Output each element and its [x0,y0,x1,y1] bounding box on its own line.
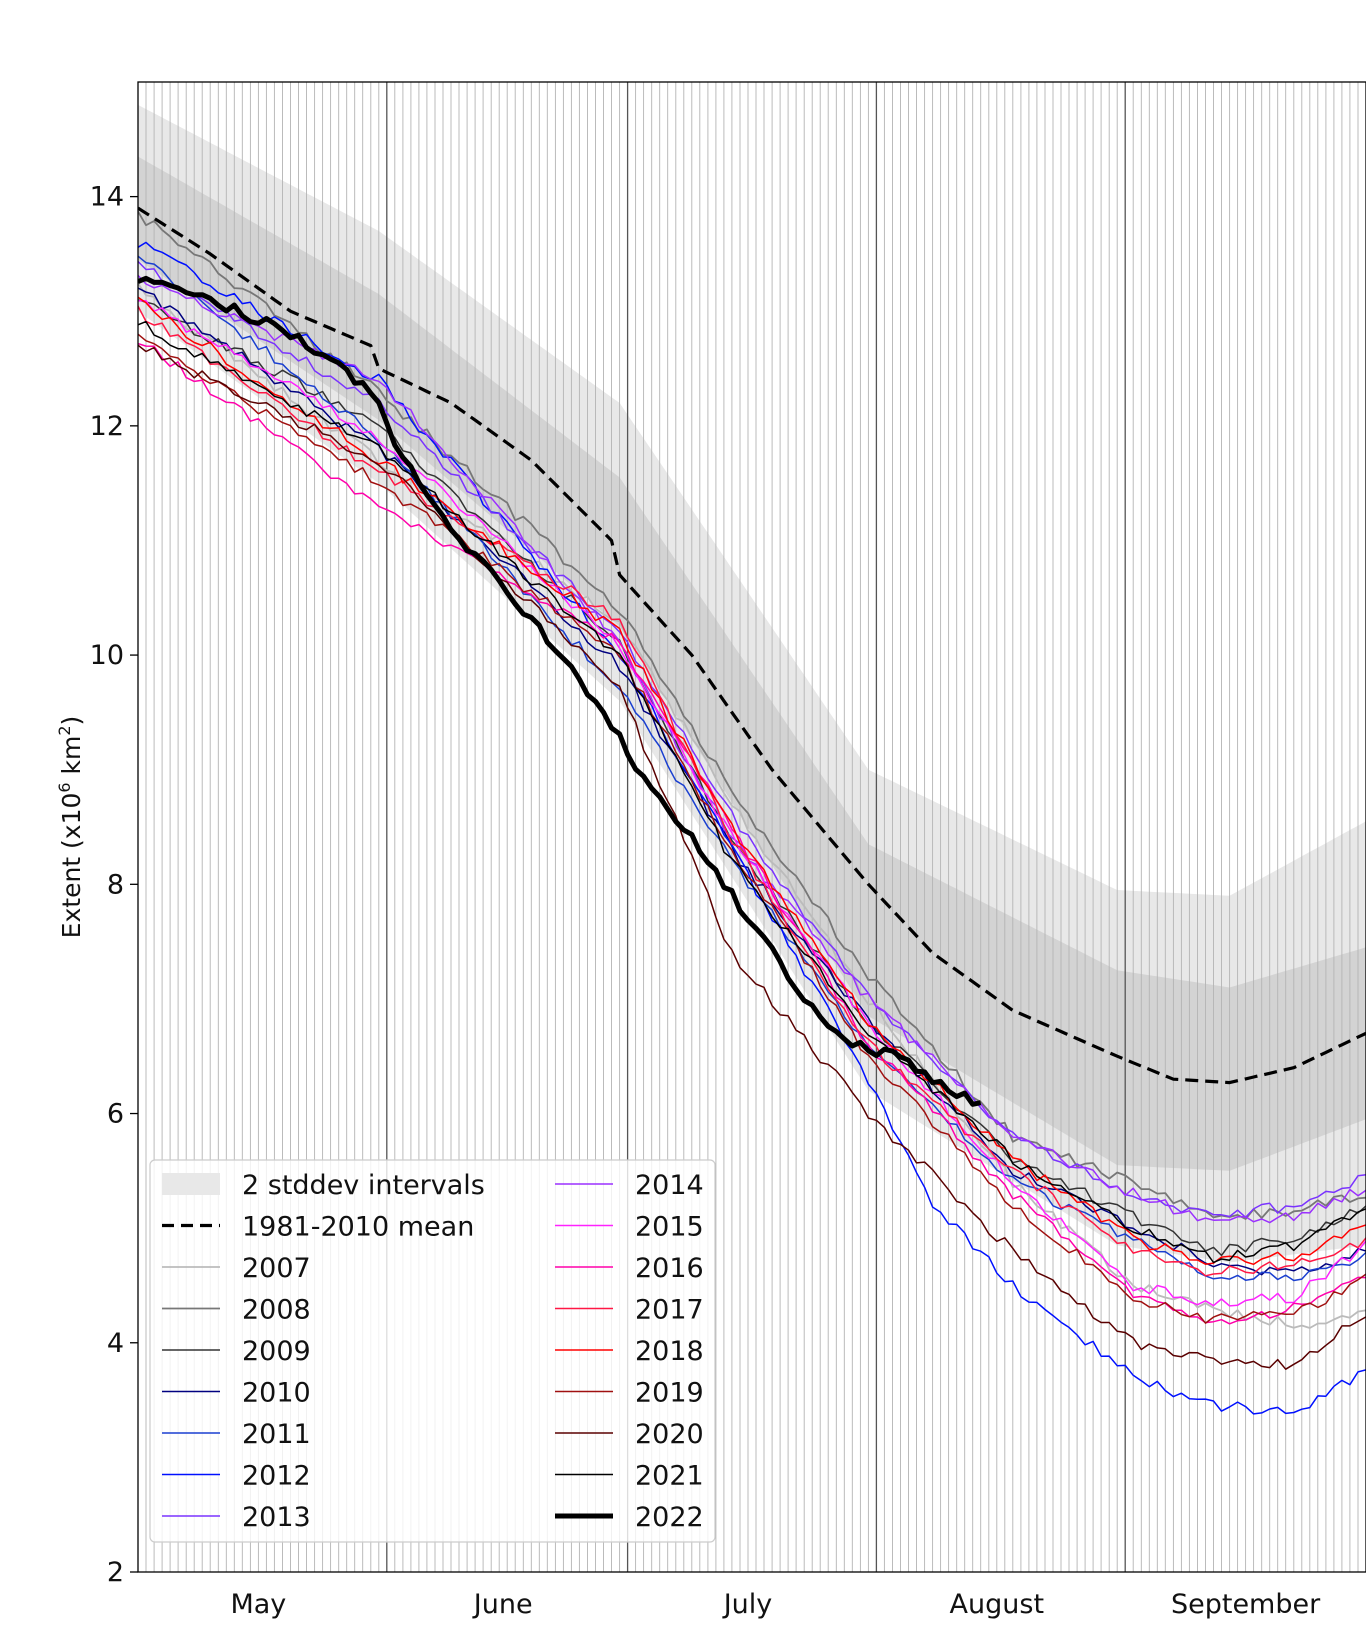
series-line-1981-2010 mean [138,206,1366,1085]
legend-label: 2010 [242,1378,311,1409]
y-tick-label: 8 [107,869,124,900]
y-tick-label: 14 [90,182,124,213]
legend-label: 2012 [242,1461,311,1492]
legend-label: 2007 [242,1253,311,1284]
series-line-2015 [138,300,1366,1307]
y-tick-label: 10 [90,640,124,671]
plot-frame [137,81,1366,1573]
series-line-2010 [138,287,1366,1276]
series-line-2020 [138,344,1366,1370]
legend-label: 2009 [242,1336,311,1367]
series-line-2022 [138,275,982,1107]
legend-label: 2019 [635,1378,704,1409]
stddev-band-inner [138,156,1366,1171]
y-tick-label: 2 [107,1557,124,1588]
legend-label: 2014 [635,1170,704,1201]
x-axis-month-labels: May June July August September [230,1589,1321,1620]
series-line-2011 [138,255,1366,1282]
month-label: June [472,1589,533,1620]
axes [137,81,1366,1573]
month-label: July [722,1589,773,1620]
legend-label: 2 stddev intervals [242,1170,485,1201]
y-axis-title: Extent (x106 km2) [55,716,86,939]
legend-label: 2016 [635,1253,704,1284]
legend: 2 stddev intervals 1981-2010 mean 2007 2008… [149,1159,716,1543]
series-line-2007 [138,282,1366,1329]
series-line-2021 [138,320,1366,1264]
legend-label: 2008 [242,1295,311,1326]
legend-label: 2020 [635,1419,704,1450]
day-gridlines [138,82,1366,1572]
legend-box [149,1159,716,1543]
series-line-2019 [138,333,1366,1324]
series-line-2012 [138,241,1366,1415]
legend-label: 2013 [242,1502,311,1533]
legend-label: 2018 [635,1336,704,1367]
legend-label: 2017 [635,1295,704,1326]
legend-label: 1981-2010 mean [242,1212,474,1243]
y-tick-label: 4 [107,1328,124,1359]
month-label: August [950,1589,1045,1620]
y-axis-ticks: 2 4 6 8 10 12 14 [90,182,138,1588]
legend-swatch-band [162,1173,220,1195]
y-tick-label: 6 [107,1099,124,1130]
legend-label: 2022 [635,1502,704,1533]
month-label: September [1171,1589,1321,1620]
legend-label: 2011 [242,1419,311,1450]
legend-label: 2021 [635,1461,704,1492]
series-line-2018 [138,296,1366,1266]
y-tick-label: 12 [90,411,124,442]
series-lines [138,206,1366,1415]
stddev-bands [138,104,1366,1263]
series-line-2013 [138,260,1366,1219]
series-line-2016 [138,342,1366,1325]
legend-label: 2015 [635,1212,704,1243]
month-label: May [230,1589,286,1620]
